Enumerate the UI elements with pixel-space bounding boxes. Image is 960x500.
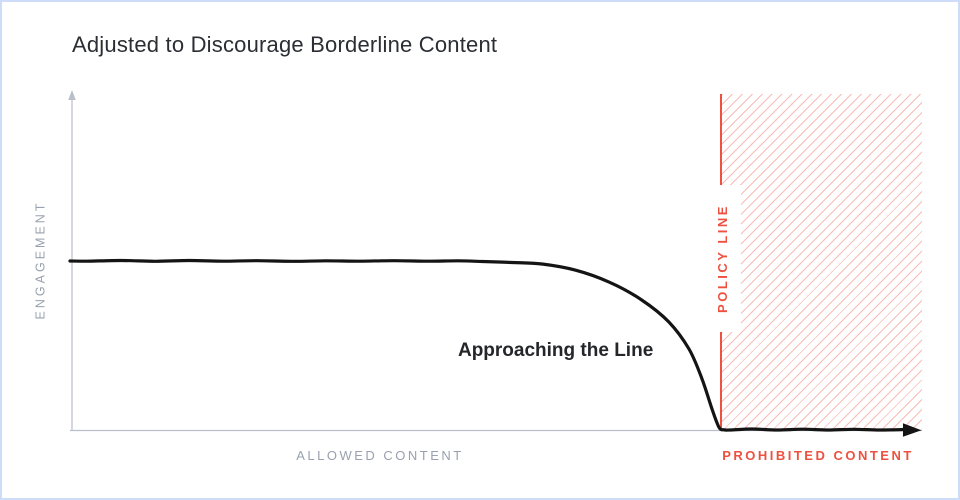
chart-title: Adjusted to Discourage Borderline Conten…: [72, 32, 498, 57]
y-axis-label: ENGAGEMENT: [33, 200, 47, 320]
curve-arrow-icon: [902, 423, 922, 437]
x-axis-label-allowed: ALLOWED CONTENT: [296, 448, 464, 463]
policy-line-label-box: POLICY LINE: [703, 185, 741, 332]
y-axis-label-box: ENGAGEMENT: [10, 190, 70, 330]
engagement-curve: [68, 258, 907, 432]
y-axis-arrow-icon: [68, 90, 76, 100]
policy-line-label: POLICY LINE: [714, 204, 730, 313]
curve-annotation: Approaching the Line: [457, 340, 654, 362]
x-axis-label-prohibited: PROHIBITED CONTENT: [722, 448, 914, 463]
prohibited-region-hatch: [722, 94, 922, 430]
